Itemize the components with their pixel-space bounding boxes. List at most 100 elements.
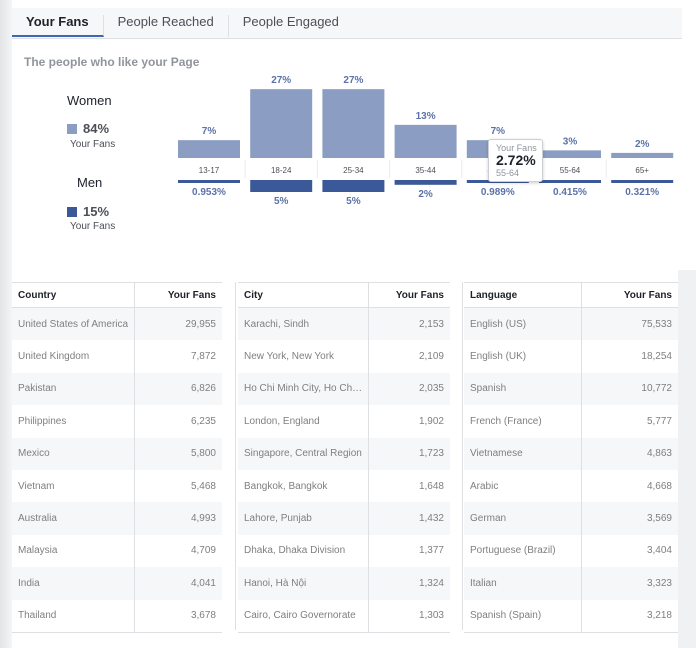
women-bar [611, 152, 674, 158]
age-tick-label: 35-44 [415, 166, 436, 175]
row-value: 2,153 [368, 307, 450, 341]
language-fans-header[interactable]: Your Fans [581, 282, 678, 308]
row-label: Italian [464, 567, 582, 600]
tab-your-fans[interactable]: Your Fans [12, 15, 104, 37]
row-label: Lahore, Punjab [238, 502, 370, 535]
row-value: 1,432 [368, 502, 450, 535]
row-value: 1,723 [368, 437, 450, 470]
men-bar [250, 180, 313, 192]
table-row: Philippines 6,235 [12, 405, 222, 438]
top-lists: Country Your Fans United States of Ameri… [12, 276, 678, 633]
men-bar [539, 180, 601, 183]
legend-men: 15% [67, 204, 109, 219]
age-tick-label: 18-24 [271, 166, 292, 175]
table-row: German 3,569 [464, 502, 678, 535]
women-value-label: 7% [491, 126, 506, 137]
men-value-label: 0.415% [553, 187, 587, 198]
city-table: City Your Fans Karachi, Sindh 2,153 New Yo… [238, 282, 450, 633]
row-value: 3,404 [646, 545, 672, 557]
table-row: Pakistan 6,826 [12, 372, 222, 406]
country-fans-header[interactable]: Your Fans [134, 282, 222, 308]
row-value: 6,235 [190, 415, 216, 427]
men-bar [322, 180, 385, 192]
tab-people-reached[interactable]: People Reached [104, 15, 229, 37]
women-bar [394, 124, 457, 158]
row-label: Spanish [464, 372, 582, 406]
city-fans-header[interactable]: Your Fans [368, 282, 450, 308]
table-row: United States of America 29,955 [12, 307, 222, 341]
age-gender-chart: 7% 0.953% 13-17 27% 5% 18-24 27% 5% 25-34 13% 2% 35… [176, 75, 682, 207]
row-value: 18,254 [641, 351, 672, 363]
table-row: India 4,041 [12, 567, 222, 600]
section-subtitle: The people who like your Page [24, 55, 200, 69]
table-divider [462, 282, 463, 630]
table-row: Hanoi, Hà Nội 1,324 [238, 567, 450, 600]
country-table: Country Your Fans United States of Ameri… [12, 282, 222, 633]
table-row: Thailand 3,678 [12, 599, 222, 633]
table-row: Australia 4,993 [12, 502, 222, 535]
row-label: Philippines [12, 405, 136, 438]
row-label: French (France) [464, 405, 582, 438]
men-value-label: 5% [274, 196, 289, 207]
row-value: 2,035 [368, 372, 450, 406]
row-label: United States of America [12, 307, 136, 341]
table-row: Singapore, Central Region 1,723 [238, 437, 450, 470]
row-label: United Kingdom [12, 340, 136, 373]
legend-men-percent: 15% [83, 204, 110, 219]
row-label: Arabic [464, 469, 582, 503]
right-shade [678, 270, 696, 648]
row-value: 1,377 [418, 545, 444, 557]
city-header[interactable]: City [238, 282, 370, 308]
row-value: 29,955 [134, 307, 222, 341]
chart-tooltip: Your Fans 2.72% 55-64 [488, 139, 543, 182]
row-label: Malaysia [12, 534, 136, 568]
left-shade [0, 0, 12, 648]
table-row: Dhaka, Dhaka Division 1,377 [238, 534, 450, 568]
row-label: Bangkok, Bangkok [238, 469, 370, 503]
tooltip-range: 55-64 [496, 168, 520, 178]
women-swatch [67, 123, 77, 134]
table-row: Vietnam 5,468 [12, 469, 222, 503]
row-value: 75,533 [581, 307, 678, 341]
row-label: London, England [238, 405, 370, 438]
women-value-label: 13% [416, 111, 436, 122]
row-value: 4,041 [134, 567, 222, 600]
table-row: English (UK) 18,254 [464, 340, 678, 373]
row-value: 2,109 [418, 351, 444, 363]
men-bar [178, 180, 240, 183]
women-bar [539, 150, 601, 158]
men-bar [611, 180, 674, 183]
age-tick-label: 13-17 [199, 166, 220, 175]
row-value: 3,678 [134, 599, 222, 633]
age-tick-label: 65+ [635, 166, 649, 175]
table-row: Spanish (Spain) 3,218 [464, 599, 678, 633]
tab-people-engaged[interactable]: People Engaged [242, 14, 339, 29]
legend-women-sub: Your Fans [70, 139, 116, 150]
legend-women-title: Women [67, 93, 112, 108]
table-row: Arabic 4,668 [464, 469, 678, 503]
table-row: English (US) 75,533 [464, 307, 678, 341]
country-header[interactable]: Country [12, 282, 136, 308]
table-row: Mexico 5,800 [12, 437, 222, 470]
row-value: 5,777 [646, 415, 672, 427]
row-value: 3,569 [581, 502, 678, 535]
row-label: New York, New York [238, 340, 370, 373]
language-header[interactable]: Language [464, 282, 582, 308]
row-value: 4,709 [190, 545, 216, 557]
legend-men-sub: Your Fans [70, 221, 116, 232]
table-row: London, England 1,902 [238, 405, 450, 438]
row-label: Vietnam [12, 469, 136, 503]
legend-men-title: Men [77, 175, 103, 190]
row-label: English (UK) [464, 340, 582, 373]
row-label: Singapore, Central Region [238, 437, 370, 470]
row-value: 1,303 [368, 599, 450, 633]
women-bar [322, 89, 385, 158]
row-label: Vietnamese [464, 437, 582, 470]
women-value-label: 27% [343, 75, 363, 86]
demographics-panel: Your Fans People Reached People Engaged … [12, 8, 682, 254]
women-bar [178, 140, 240, 158]
table-row: Karachi, Sindh 2,153 [238, 307, 450, 341]
table-row: Portuguese (Brazil) 3,404 [464, 534, 678, 568]
row-label: Karachi, Sindh [238, 307, 370, 341]
row-label: India [12, 567, 136, 600]
